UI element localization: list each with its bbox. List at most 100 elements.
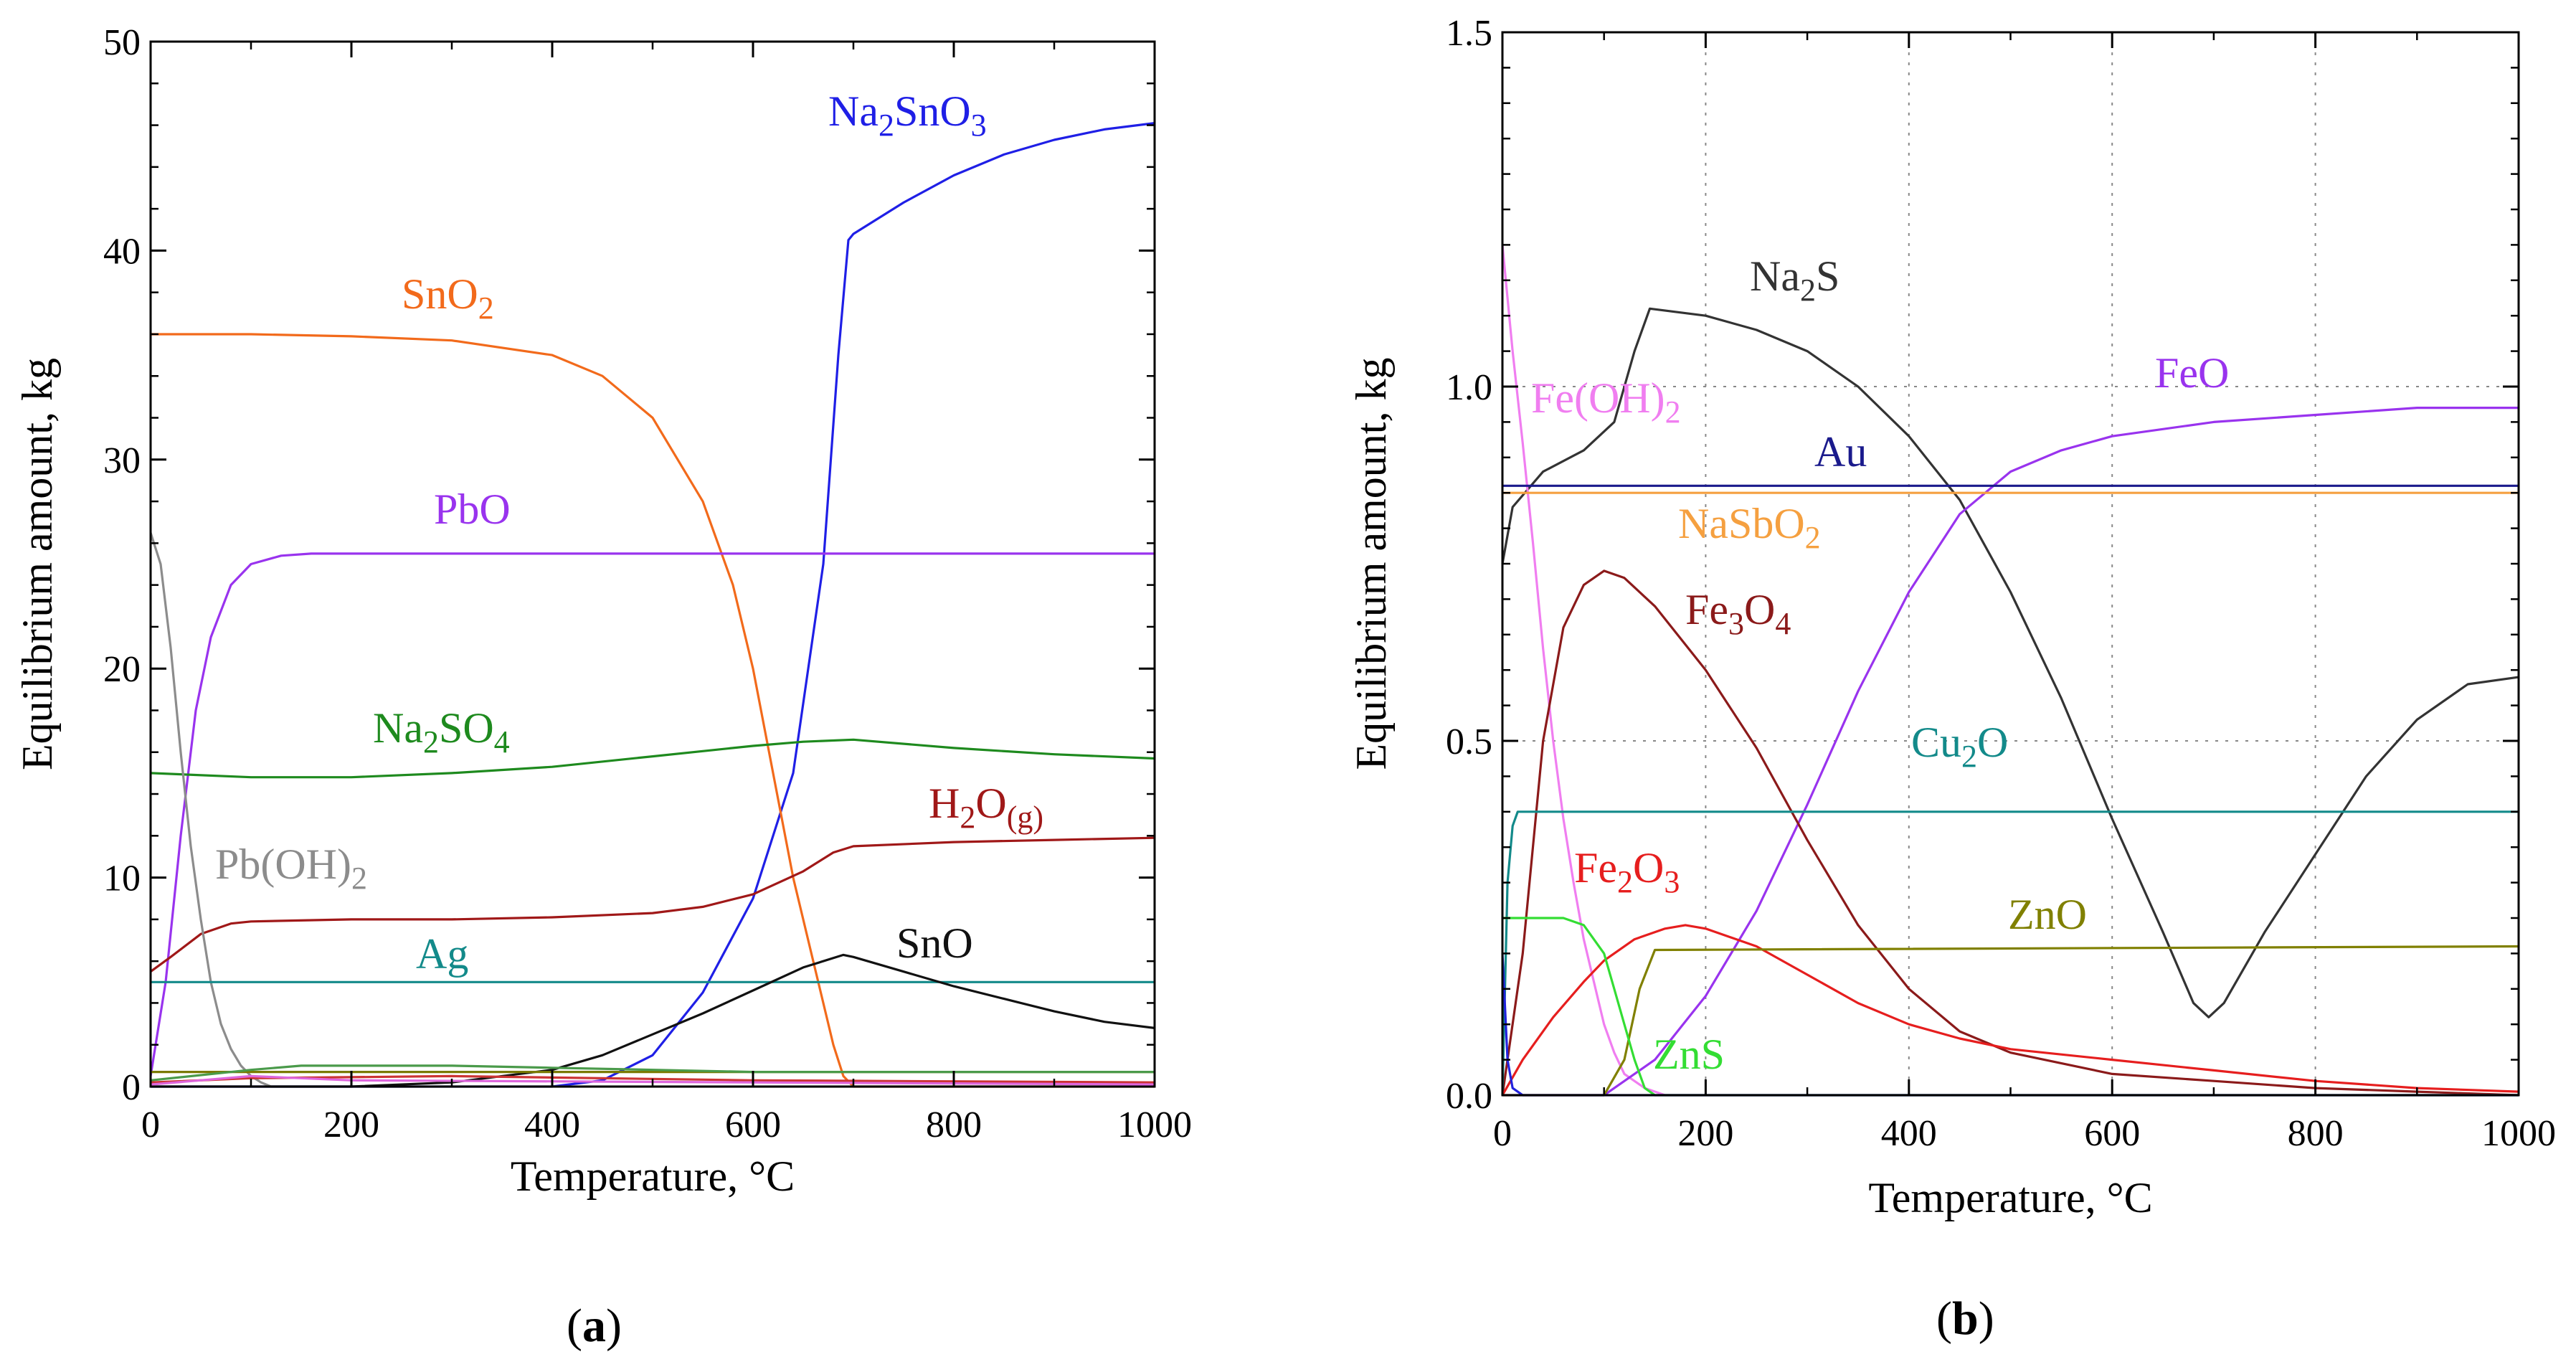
x-tick-label: 600 (725, 1105, 781, 1145)
series-line-na2sno3 (151, 122, 1155, 1088)
series-label-part: FeO (2155, 349, 2229, 397)
x-axis-label: Temperature, °C (511, 1153, 795, 1200)
series-label-part: O (1744, 586, 1775, 633)
series-label-sno: SnO (896, 919, 973, 967)
y-tick-label: 0 (122, 1067, 141, 1108)
series-label-na2so4: Na2SO4 (373, 704, 510, 760)
series-label-part: Na (1750, 252, 1800, 300)
series-label-part: 2 (879, 108, 894, 143)
series-label-part: 2 (478, 290, 494, 326)
series-label-part: 2 (351, 861, 367, 896)
series-label-part: Fe (1574, 844, 1617, 891)
series-label-cu2o: Cu2O (1911, 719, 2008, 774)
series-line-fe2o3 (1501, 924, 2519, 1096)
series-label-part: Na (828, 87, 879, 135)
x-tick-label: 800 (2288, 1113, 2344, 1154)
x-tick-label: 200 (1677, 1113, 1733, 1154)
series-label-part: ZnO (2008, 891, 2087, 938)
y-tick-label: 50 (103, 22, 141, 63)
series-label-part: PbO (434, 486, 511, 533)
series-label-fe2o3: Fe2O3 (1574, 844, 1680, 899)
y-tick-label: 1.5 (1446, 13, 1492, 54)
series-label-part: 2 (1961, 739, 1977, 774)
series-label-part: Cu (1911, 719, 1961, 766)
series-line-h2o-g- (150, 836, 1155, 973)
y-tick-label: 10 (103, 858, 141, 899)
series-label-part: 2 (960, 800, 975, 835)
series-label-part: H (929, 780, 960, 827)
series-label-part: SnO (896, 919, 973, 967)
chart-panel-a: 0 200 400 600 800 1000 0 10 20 30 40 50 Temperature,… (14, 22, 1192, 1352)
series-label-part: 3 (1664, 864, 1680, 899)
series-label-fe-oh-2: Fe(OH)2 (1531, 374, 1681, 430)
series-label-part: O (1633, 844, 1664, 891)
series-label-sno2: SnO2 (402, 270, 494, 326)
series-line-zns (1502, 917, 2519, 1097)
series-label-fe3o4: Fe3O4 (1685, 586, 1791, 641)
x-tick-label: 600 (2084, 1113, 2140, 1154)
x-tick-label: 400 (524, 1105, 580, 1145)
caption-part: ( (567, 1300, 582, 1352)
series-label-zns: ZnS (1653, 1031, 1725, 1078)
x-axis-label: Temperature, °C (1868, 1174, 2152, 1221)
series-line-pb-oh-2 (149, 532, 1155, 1088)
series-label-feo: FeO (2155, 349, 2229, 397)
caption-part: ) (1979, 1292, 1994, 1345)
chart-panel-b: 0 200 400 600 800 1000 0.0 0.5 1.0 1.5 Temperature… (1348, 13, 2556, 1345)
series-line-fe3o4 (1501, 569, 2519, 1097)
panel-caption-a: (a) (567, 1300, 622, 1352)
y-tick-label: 30 (103, 440, 141, 481)
series-label-part: O (975, 780, 1006, 827)
series-label-zno: ZnO (2008, 891, 2087, 938)
series-line-pbo (149, 552, 1155, 1077)
series-line-na2so4 (150, 738, 1155, 779)
x-tick-label: 0 (141, 1105, 160, 1145)
series-label-part: SnO (894, 87, 971, 135)
series-label-part: O (1977, 719, 2008, 766)
series-label-part: Pb(OH) (215, 841, 351, 888)
y-tick-label: 1.0 (1446, 367, 1492, 408)
series-label-part: Au (1814, 428, 1867, 476)
plot-frame (149, 40, 1156, 1088)
series-label-ag: Ag (416, 930, 468, 978)
series-label-au: Au (1814, 428, 1867, 476)
series-label-part: 2 (1665, 394, 1681, 430)
series-label-pbo: PbO (434, 486, 511, 533)
y-tick-label: 0.5 (1446, 722, 1492, 762)
series-label-part: 3 (1728, 606, 1744, 641)
series-label-part: Fe (1685, 586, 1728, 633)
series-line-sno2 (151, 333, 1155, 1088)
caption-part: ( (1936, 1292, 1952, 1345)
x-tick-label: 400 (1881, 1113, 1937, 1154)
series-label-part: NaSbO (1678, 500, 1805, 547)
series-line-na2s (1501, 307, 2519, 1018)
x-tick-label: 200 (323, 1105, 379, 1145)
series-label-part: 2 (1617, 864, 1633, 899)
caption-part: b (1952, 1292, 1979, 1345)
series-label-h2o-g-: H2O(g) (929, 780, 1043, 835)
x-tick-label: 1000 (1117, 1105, 1192, 1145)
series-label-part: 3 (971, 108, 987, 143)
x-tick-label: 1000 (2481, 1113, 2556, 1154)
y-tick-label: 0.0 (1446, 1076, 1492, 1117)
series-label-na2sno3: Na2SnO3 (828, 87, 987, 143)
x-tick-label: 0 (1493, 1113, 1512, 1154)
caption-part: a (582, 1300, 606, 1352)
series-label-part: ZnS (1653, 1031, 1725, 1078)
series-label-part: 4 (494, 724, 510, 760)
series-label-part: Na (373, 704, 423, 752)
series-line-feo (1502, 406, 2519, 1097)
series-label-part: Ag (416, 930, 468, 978)
series-label-part: 2 (423, 724, 439, 760)
series-line-sno (151, 953, 1155, 1088)
series-label-nasbo2: NaSbO2 (1678, 500, 1821, 555)
series-label-pb-oh-2: Pb(OH)2 (215, 841, 367, 896)
series-label-part: (g) (1007, 800, 1043, 835)
series-label-part: SO (439, 704, 494, 752)
series-label-part: 2 (1800, 273, 1816, 308)
y-axis-label: Equilibrium amount, kg (14, 358, 61, 770)
y-axis-label: Equilibrium amount, kg (1348, 358, 1395, 770)
series-label-part: Fe(OH) (1531, 374, 1665, 422)
series-label-part: S (1816, 252, 1839, 300)
